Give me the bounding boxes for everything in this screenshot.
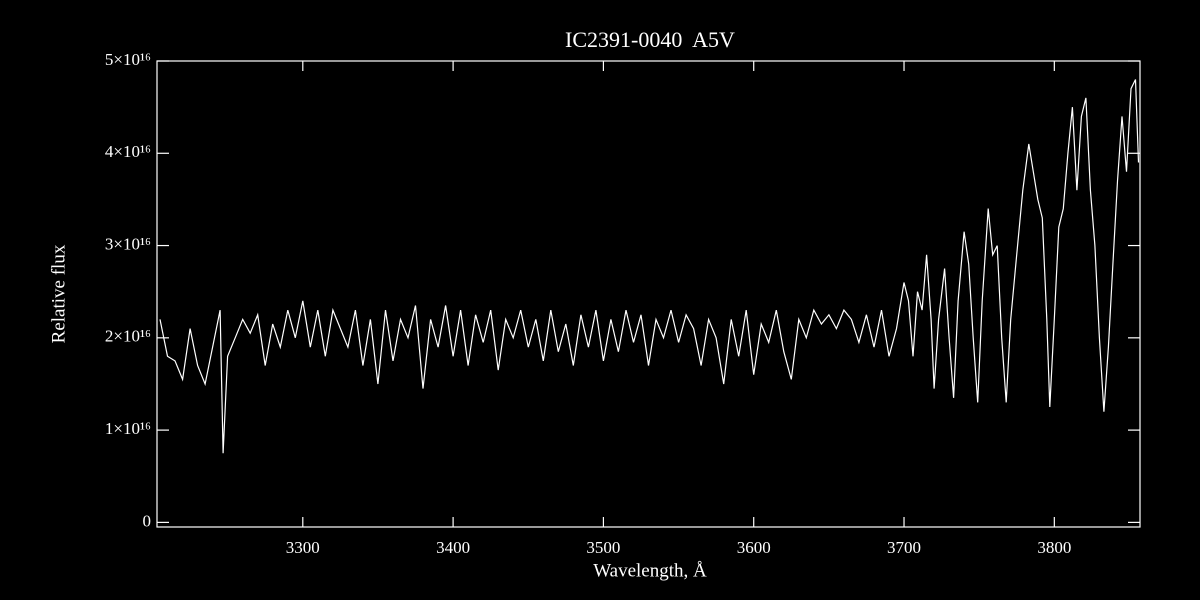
- plot-frame: [156, 60, 1141, 528]
- x-tick-label: 3500: [586, 538, 620, 557]
- y-axis-label: Relative flux: [48, 244, 69, 343]
- y-tick-label: 3×10¹⁶: [105, 234, 151, 253]
- y-tick-label: 1×10¹⁶: [105, 419, 151, 438]
- x-tick-label: 3300: [286, 538, 320, 557]
- x-axis-label: Wavelength, Å: [593, 560, 707, 581]
- spectrum-line: [159, 79, 1140, 454]
- chart-title: IC2391-0040 A5V: [565, 27, 735, 52]
- y-tick-label: 4×10¹⁶: [105, 142, 151, 161]
- x-tick-label: 3400: [436, 538, 470, 557]
- x-tick-label: 3700: [887, 538, 921, 557]
- x-tick-label: 3800: [1037, 538, 1071, 557]
- y-tick-label: 0: [143, 511, 152, 530]
- y-tick-label: 5×10¹⁶: [105, 50, 151, 69]
- y-tick-label: 2×10¹⁶: [105, 327, 151, 346]
- x-tick-label: 3600: [737, 538, 771, 557]
